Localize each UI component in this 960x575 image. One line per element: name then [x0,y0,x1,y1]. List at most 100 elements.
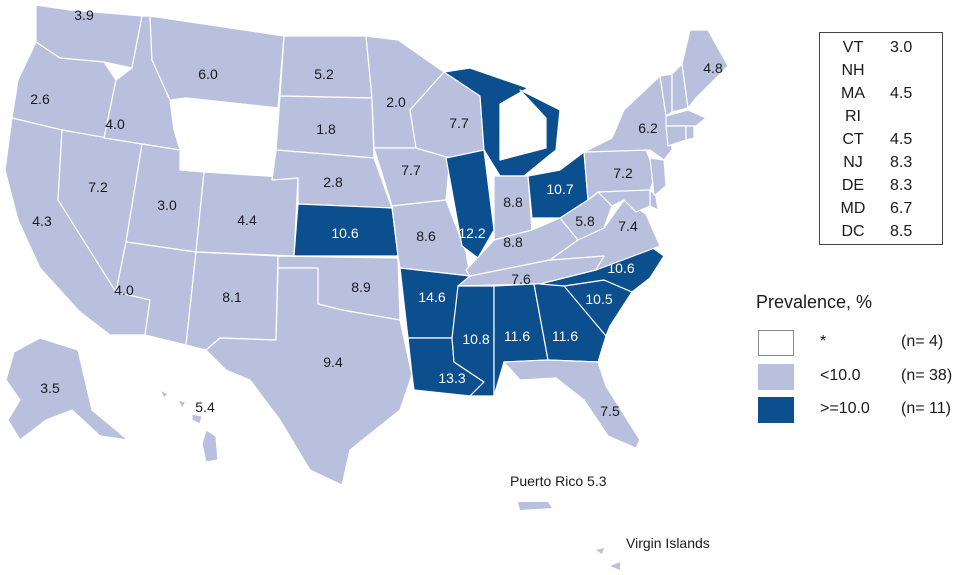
small-state-abbr: NJ [843,154,863,171]
state-value-nd: 5.2 [314,66,334,82]
small-state-value: 8.3 [890,154,913,171]
state-value-or: 2.6 [30,91,50,107]
state-value-ga: 11.6 [552,328,578,344]
small-state-row-vt: VT 3.0 [820,39,944,63]
small-state-row-ct: CT 4.5 [820,131,944,155]
small-state-abbr: NH [841,62,865,79]
legend-count: (n= 11) [901,400,951,417]
legend-label: <10.0 [820,367,861,384]
small-state-value: 8.5 [890,223,913,240]
small-state-abbr: DE [841,177,865,194]
state-value-sd: 1.8 [316,121,336,137]
legend-label: >=10.0 [820,400,870,417]
state-value-hi: 5.4 [195,399,215,415]
state-value-ar: 14.6 [418,289,445,305]
state-value-ny: 6.2 [638,120,658,136]
small-state-row-dc: DC 8.5 [820,223,944,247]
state-value-ne: 2.8 [323,174,343,190]
state-il[interactable] [445,149,495,259]
state-ny[interactable] [583,75,673,161]
state-value-al: 11.6 [504,328,530,344]
small-state-abbr: MD [840,200,866,217]
state-value-mt: 6.0 [198,66,218,82]
small-states-table: VT 3.0 NH MA 4.5 RI CT 4.5 NJ 8.3 DE 8.3 MD 6.7 DC 8.5 [819,32,943,245]
state-ma[interactable] [665,109,707,127]
state-value-nc: 10.6 [607,260,634,276]
virgin-islands-shape[interactable] [596,548,620,570]
state-mi[interactable] [443,67,561,177]
small-state-row-nh: NH [820,62,944,86]
state-value-mi: 11.0 [504,138,530,154]
legend-count: (n= 38) [901,367,953,384]
legend-swatch [758,364,794,390]
state-value-in: 8.8 [503,194,523,210]
legend-label: * [820,333,827,350]
legend-item-above: >=10.0 (n= 11) [758,397,958,425]
legend-item-below: <10.0 (n= 38) [758,364,958,392]
legend-count: (n= 4) [901,333,944,350]
small-state-value: 8.3 [890,177,913,194]
legend-item-none: * (n= 4) [758,330,958,358]
state-value-ok: 8.9 [351,279,371,295]
small-state-row-de: DE 8.3 [820,177,944,201]
state-ct[interactable] [665,125,687,147]
puerto-rico-label: Puerto Rico 5.3 [510,473,607,489]
small-state-row-ma: MA 4.5 [820,85,944,109]
state-value-mo: 8.6 [416,228,436,244]
state-ia[interactable] [373,147,451,207]
virgin-islands-label: Virgin Islands [626,535,710,551]
legend-title: Prevalence, % [756,292,873,312]
state-ak[interactable] [5,337,129,441]
puerto-rico-shape[interactable] [518,502,552,510]
state-value-la: 13.3 [438,370,465,386]
state-value-tx: 9.4 [323,354,343,370]
state-value-ks: 10.6 [331,225,358,241]
state-mt[interactable] [149,15,285,109]
legend-swatch [758,330,794,356]
state-nj[interactable] [649,157,667,197]
state-me[interactable] [681,29,729,109]
state-fl[interactable] [503,359,641,449]
state-value-va: 7.4 [618,218,638,234]
state-value-fl: 7.5 [600,403,620,419]
state-value-ia: 7.7 [401,162,421,178]
state-value-il: 12.2 [458,225,485,241]
state-value-nm: 8.1 [222,289,242,305]
small-state-row-md: MD 6.7 [820,200,944,224]
state-value-wi: 7.7 [449,115,469,131]
small-state-abbr: CT [842,131,864,148]
small-state-value: 6.7 [890,200,913,217]
state-value-ms: 10.8 [462,331,489,347]
state-ri[interactable] [685,125,695,141]
state-value-me: 4.8 [703,60,723,76]
state-value-ca: 4.3 [32,213,52,229]
state-value-sc: 10.5 [585,291,612,307]
small-state-value: 4.5 [890,85,913,102]
state-wy[interactable] [179,97,279,181]
state-value-ak: 3.5 [40,380,60,396]
state-md[interactable] [597,189,651,213]
legend-swatch [758,397,794,423]
small-state-row-nj: NJ 8.3 [820,154,944,178]
small-state-abbr: MA [841,85,865,102]
state-tx[interactable] [205,267,413,486]
state-value-pa: 7.2 [613,165,633,181]
state-value-oh: 10.7 [546,181,573,197]
state-value-co: 4.4 [237,212,257,228]
state-value-mn: 2.0 [386,94,406,110]
small-state-row-ri: RI [820,108,944,132]
state-value-ut: 3.0 [157,197,177,213]
state-id[interactable] [103,15,181,151]
state-hi[interactable] [159,389,219,463]
state-value-wa: 3.9 [74,7,94,23]
small-state-abbr: VT [842,39,864,56]
small-state-value: 3.0 [890,39,913,56]
small-state-abbr: RI [845,108,861,125]
state-value-az: 4.0 [114,282,134,298]
state-value-wv: 5.8 [575,213,595,229]
small-state-abbr: DC [841,223,865,240]
state-value-tn: 7.6 [511,271,531,287]
small-state-value: 4.5 [890,131,913,148]
state-value-id: 4.0 [105,116,125,132]
